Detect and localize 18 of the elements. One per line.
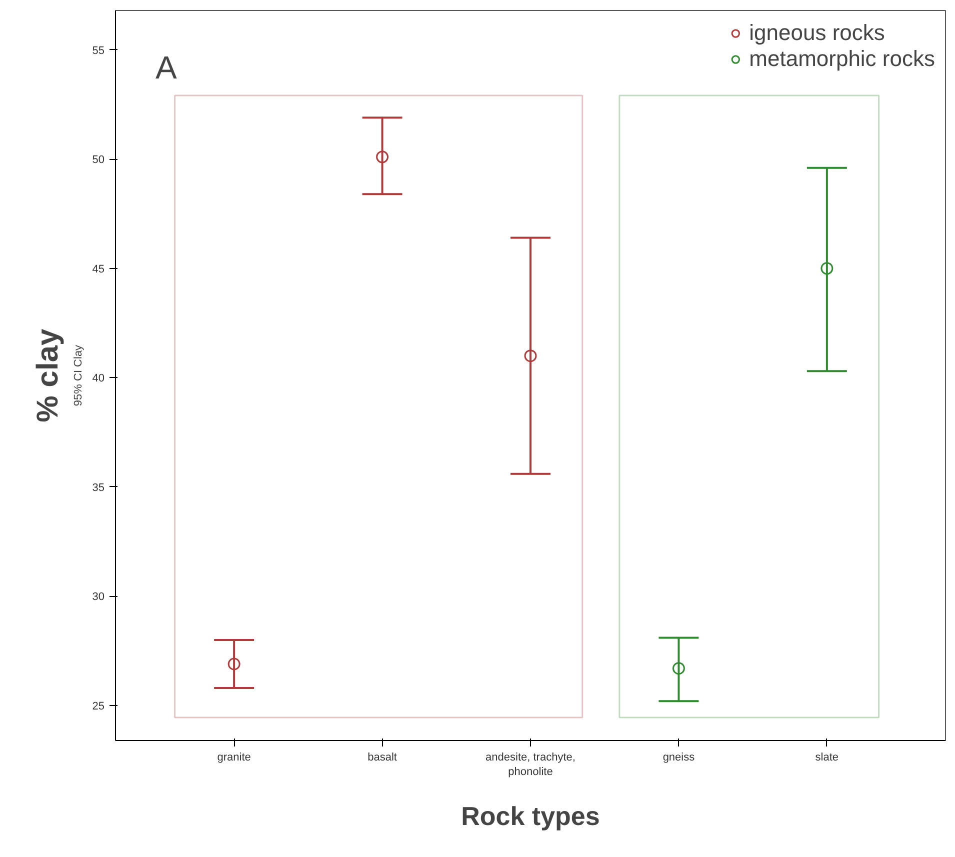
y-tick-label: 25 (92, 700, 105, 713)
x-tick-label: andesite, trachyte, phonolite (486, 752, 576, 778)
legend-label: metamorphic rocks (749, 46, 935, 72)
y-tick-label: 40 (92, 372, 105, 385)
x-tick-label: gneiss (662, 752, 696, 764)
text: % clay (32, 328, 64, 422)
y-tick-label: 35 (92, 482, 105, 494)
x-tick-label: basalt (368, 752, 397, 764)
annotation: A (156, 50, 178, 86)
legend-label: igneous rocks (749, 20, 885, 46)
y-tick-label: 30 (92, 591, 105, 604)
x-axis-title: Rock types (461, 800, 600, 831)
y-axis-title: 95% CI Clay (72, 344, 84, 406)
x-tick-label: granite (217, 752, 251, 764)
y-tick-label: 55 (92, 44, 105, 57)
y-tick-label: 50 (92, 154, 105, 166)
x-tick-label: slate (815, 752, 839, 764)
y-tick-label: 45 (92, 263, 105, 276)
